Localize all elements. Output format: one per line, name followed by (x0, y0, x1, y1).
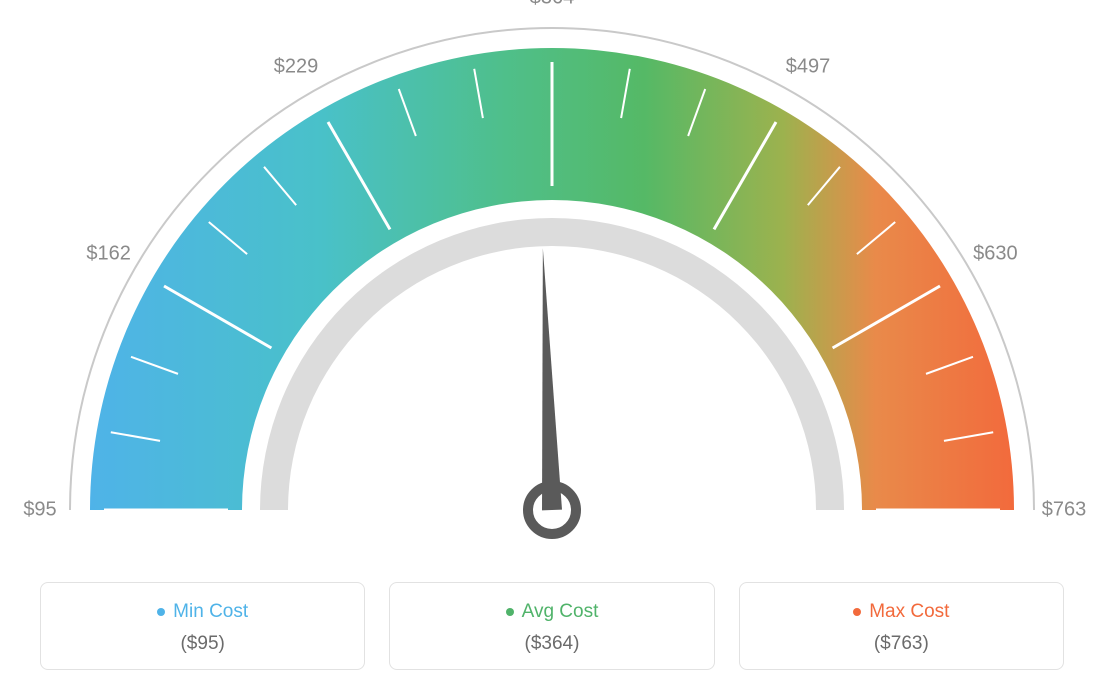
gauge-tick-label: $497 (786, 55, 831, 78)
legend-row: Min Cost ($95) Avg Cost ($364) Max Cost … (0, 582, 1104, 670)
gauge-tick-label: $364 (530, 0, 575, 10)
legend-label-avg: Avg Cost (506, 601, 599, 623)
legend-card-avg: Avg Cost ($364) (389, 582, 714, 670)
legend-value-avg: ($364) (400, 633, 703, 655)
gauge-tick-label: $162 (86, 243, 131, 266)
gauge-chart: $95 $162 $229 $364 $497 $630 $763 (0, 0, 1104, 560)
gauge-tick-label: $229 (274, 55, 319, 78)
legend-card-max: Max Cost ($763) (739, 582, 1064, 670)
gauge-tick-label: $630 (973, 243, 1018, 266)
legend-value-max: ($763) (750, 633, 1053, 655)
legend-value-min: ($95) (51, 633, 354, 655)
legend-card-min: Min Cost ($95) (40, 582, 365, 670)
gauge-tick-label: $763 (1042, 499, 1087, 522)
gauge-svg (0, 0, 1104, 560)
gauge-tick-label: $95 (23, 499, 56, 522)
legend-label-min: Min Cost (157, 601, 248, 623)
legend-label-max: Max Cost (853, 601, 949, 623)
